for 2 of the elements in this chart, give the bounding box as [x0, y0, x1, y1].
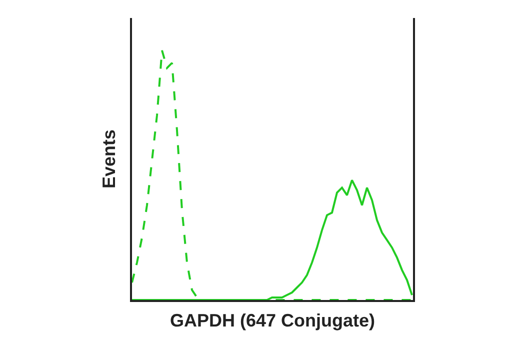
y-axis-title: Events [98, 129, 119, 189]
x-axis-title: GAPDH (647 Conjugate) [170, 310, 376, 330]
